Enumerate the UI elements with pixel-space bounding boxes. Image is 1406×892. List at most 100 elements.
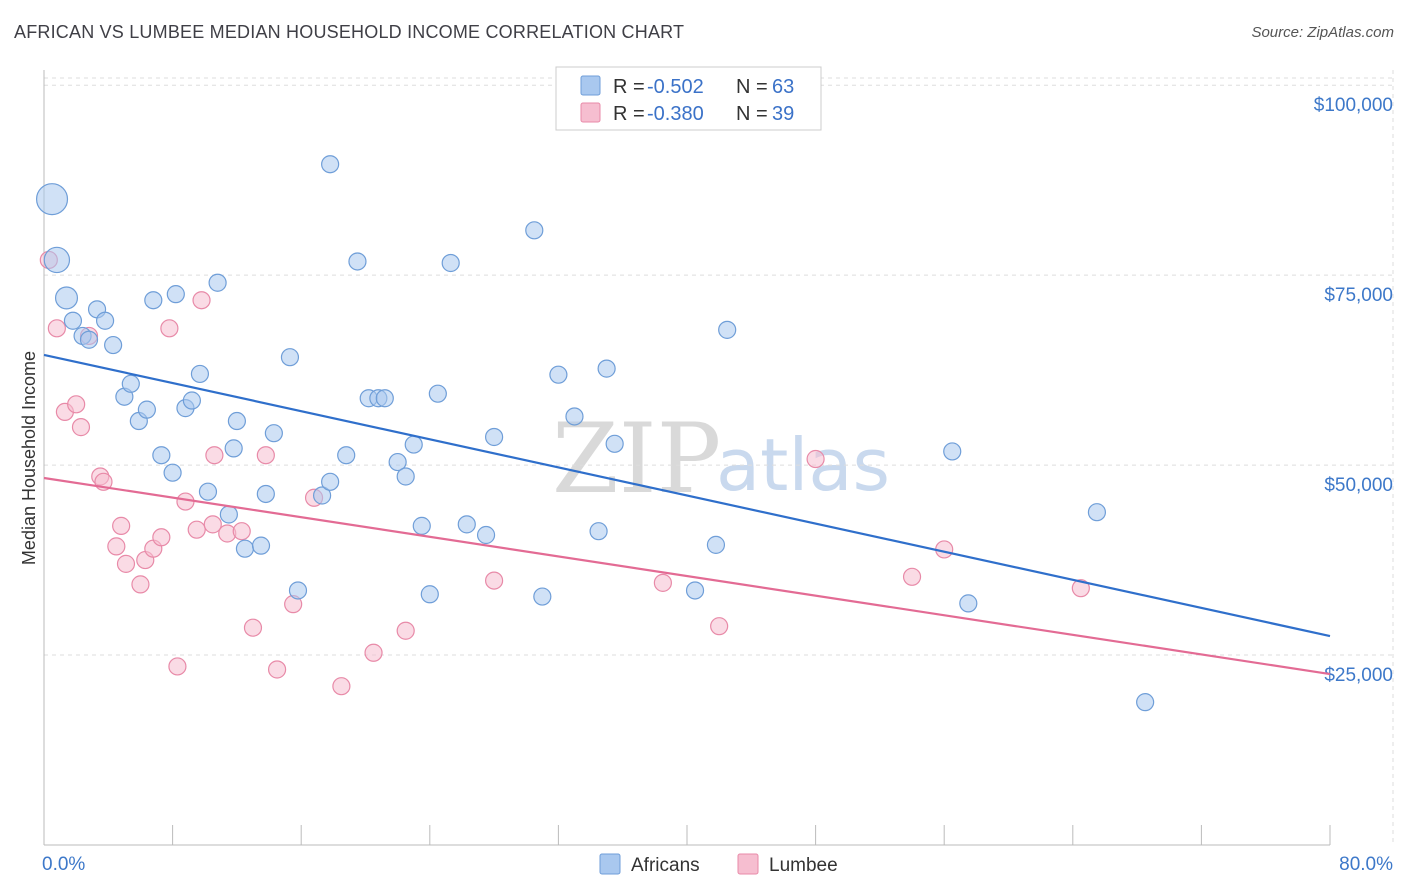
y-tick-labels: $25,000 $50,000 $75,000 $100,000 xyxy=(1314,95,1393,686)
legend-lumbee-label: Lumbee xyxy=(769,855,838,876)
africans-point xyxy=(288,581,308,600)
africans-point xyxy=(321,155,340,174)
lumbee-point xyxy=(116,554,136,573)
africans-point xyxy=(54,286,79,310)
africans-point xyxy=(348,252,367,271)
lumbee-point xyxy=(232,522,251,541)
africans-point xyxy=(152,446,171,465)
lumbee-point xyxy=(187,520,206,539)
x-tick-label-min: 0.0% xyxy=(42,854,85,875)
lumbee-point xyxy=(67,395,86,414)
legend-lumbee-swatch xyxy=(737,853,759,875)
trendlines xyxy=(43,353,1331,676)
africans-point xyxy=(420,585,439,604)
stats-africans-r-label: R = xyxy=(613,76,645,98)
africans-point xyxy=(605,434,624,453)
africans-point xyxy=(959,594,978,613)
africans-point xyxy=(441,253,460,273)
lumbee-point xyxy=(806,449,825,469)
africans-point xyxy=(1136,693,1155,712)
africans-point xyxy=(388,452,407,472)
lumbee-point xyxy=(47,319,66,338)
africans-point xyxy=(943,442,962,461)
stats-lumbee-n-value: 39 xyxy=(772,103,794,125)
lumbee-point xyxy=(902,567,922,586)
lumbee-point xyxy=(653,573,672,592)
lumbee-point xyxy=(243,618,263,637)
lumbee-point xyxy=(256,446,275,465)
africans-point xyxy=(121,374,140,393)
africans-point xyxy=(375,389,394,408)
africans-point xyxy=(597,359,616,378)
lumbee-point xyxy=(131,575,150,594)
africans-point xyxy=(337,446,356,465)
y-tick-label: $75,000 xyxy=(1324,285,1393,306)
africans-point xyxy=(182,391,201,410)
lumbee-point xyxy=(710,617,729,636)
africans-point xyxy=(190,364,210,384)
africans-point xyxy=(264,424,283,443)
africans-point xyxy=(718,320,737,339)
africans-point xyxy=(144,291,163,310)
africans-point xyxy=(533,587,552,606)
africans-point xyxy=(35,183,69,216)
y-tick-label: $25,000 xyxy=(1324,665,1393,686)
africans-point xyxy=(428,384,447,403)
x-tick-label-max: 80.0% xyxy=(1339,854,1393,875)
legend-africans-label: Africans xyxy=(631,855,700,876)
africans-point xyxy=(63,311,83,330)
lumbee-point xyxy=(107,537,126,556)
legend: Africans Lumbee xyxy=(599,853,838,876)
stats-box: R = -0.502 N = 63 R = -0.380 N = 39 xyxy=(555,66,822,131)
stats-lumbee-swatch xyxy=(580,102,601,123)
lumbee-trendline xyxy=(43,476,1331,676)
lumbee-point xyxy=(160,319,179,338)
lumbee-point xyxy=(1071,579,1090,598)
africans-point xyxy=(166,285,185,304)
legend-africans-swatch xyxy=(599,853,621,875)
africans-point xyxy=(549,365,568,384)
lumbee-point xyxy=(485,571,504,590)
africans-point xyxy=(706,535,726,554)
africans-point xyxy=(396,467,415,486)
africans-point xyxy=(685,581,705,600)
africans-points xyxy=(35,155,1155,712)
africans-point xyxy=(321,472,340,491)
africans-trendline xyxy=(43,353,1331,638)
africans-point xyxy=(476,525,496,545)
lumbee-point xyxy=(203,515,222,534)
africans-point xyxy=(251,536,271,555)
source-label: Source: ZipAtlas.com xyxy=(1251,24,1394,41)
africans-point xyxy=(256,484,275,504)
stats-africans-n-value: 63 xyxy=(772,76,794,98)
stats-africans-swatch xyxy=(580,75,601,96)
africans-point xyxy=(137,400,156,419)
africans-point xyxy=(95,311,115,330)
chart-title: AFRICAN VS LUMBEE MEDIAN HOUSEHOLD INCOM… xyxy=(14,22,685,42)
africans-point xyxy=(163,463,182,482)
stats-lumbee-n-label: N = xyxy=(736,103,768,125)
africans-point xyxy=(43,246,71,274)
africans-point xyxy=(565,407,584,426)
africans-point xyxy=(280,348,300,367)
africans-point xyxy=(485,427,504,447)
lumbee-point xyxy=(71,418,91,437)
africans-point xyxy=(79,330,99,349)
africans-point xyxy=(198,482,218,501)
africans-point xyxy=(589,522,608,541)
africans-point xyxy=(404,435,423,454)
lumbee-point xyxy=(332,677,351,696)
lumbee-point xyxy=(205,446,224,465)
lumbee-point xyxy=(168,657,187,676)
africans-point xyxy=(227,411,246,431)
africans-point xyxy=(208,273,227,292)
y-axis-label: Median Household Income xyxy=(19,351,39,565)
africans-point xyxy=(104,335,123,355)
africans-point xyxy=(312,486,332,505)
lumbee-point xyxy=(112,516,131,535)
stats-africans-n-label: N = xyxy=(736,76,768,98)
lumbee-point xyxy=(152,528,171,547)
africans-point xyxy=(457,515,476,534)
stats-lumbee-r-label: R = xyxy=(613,103,645,125)
